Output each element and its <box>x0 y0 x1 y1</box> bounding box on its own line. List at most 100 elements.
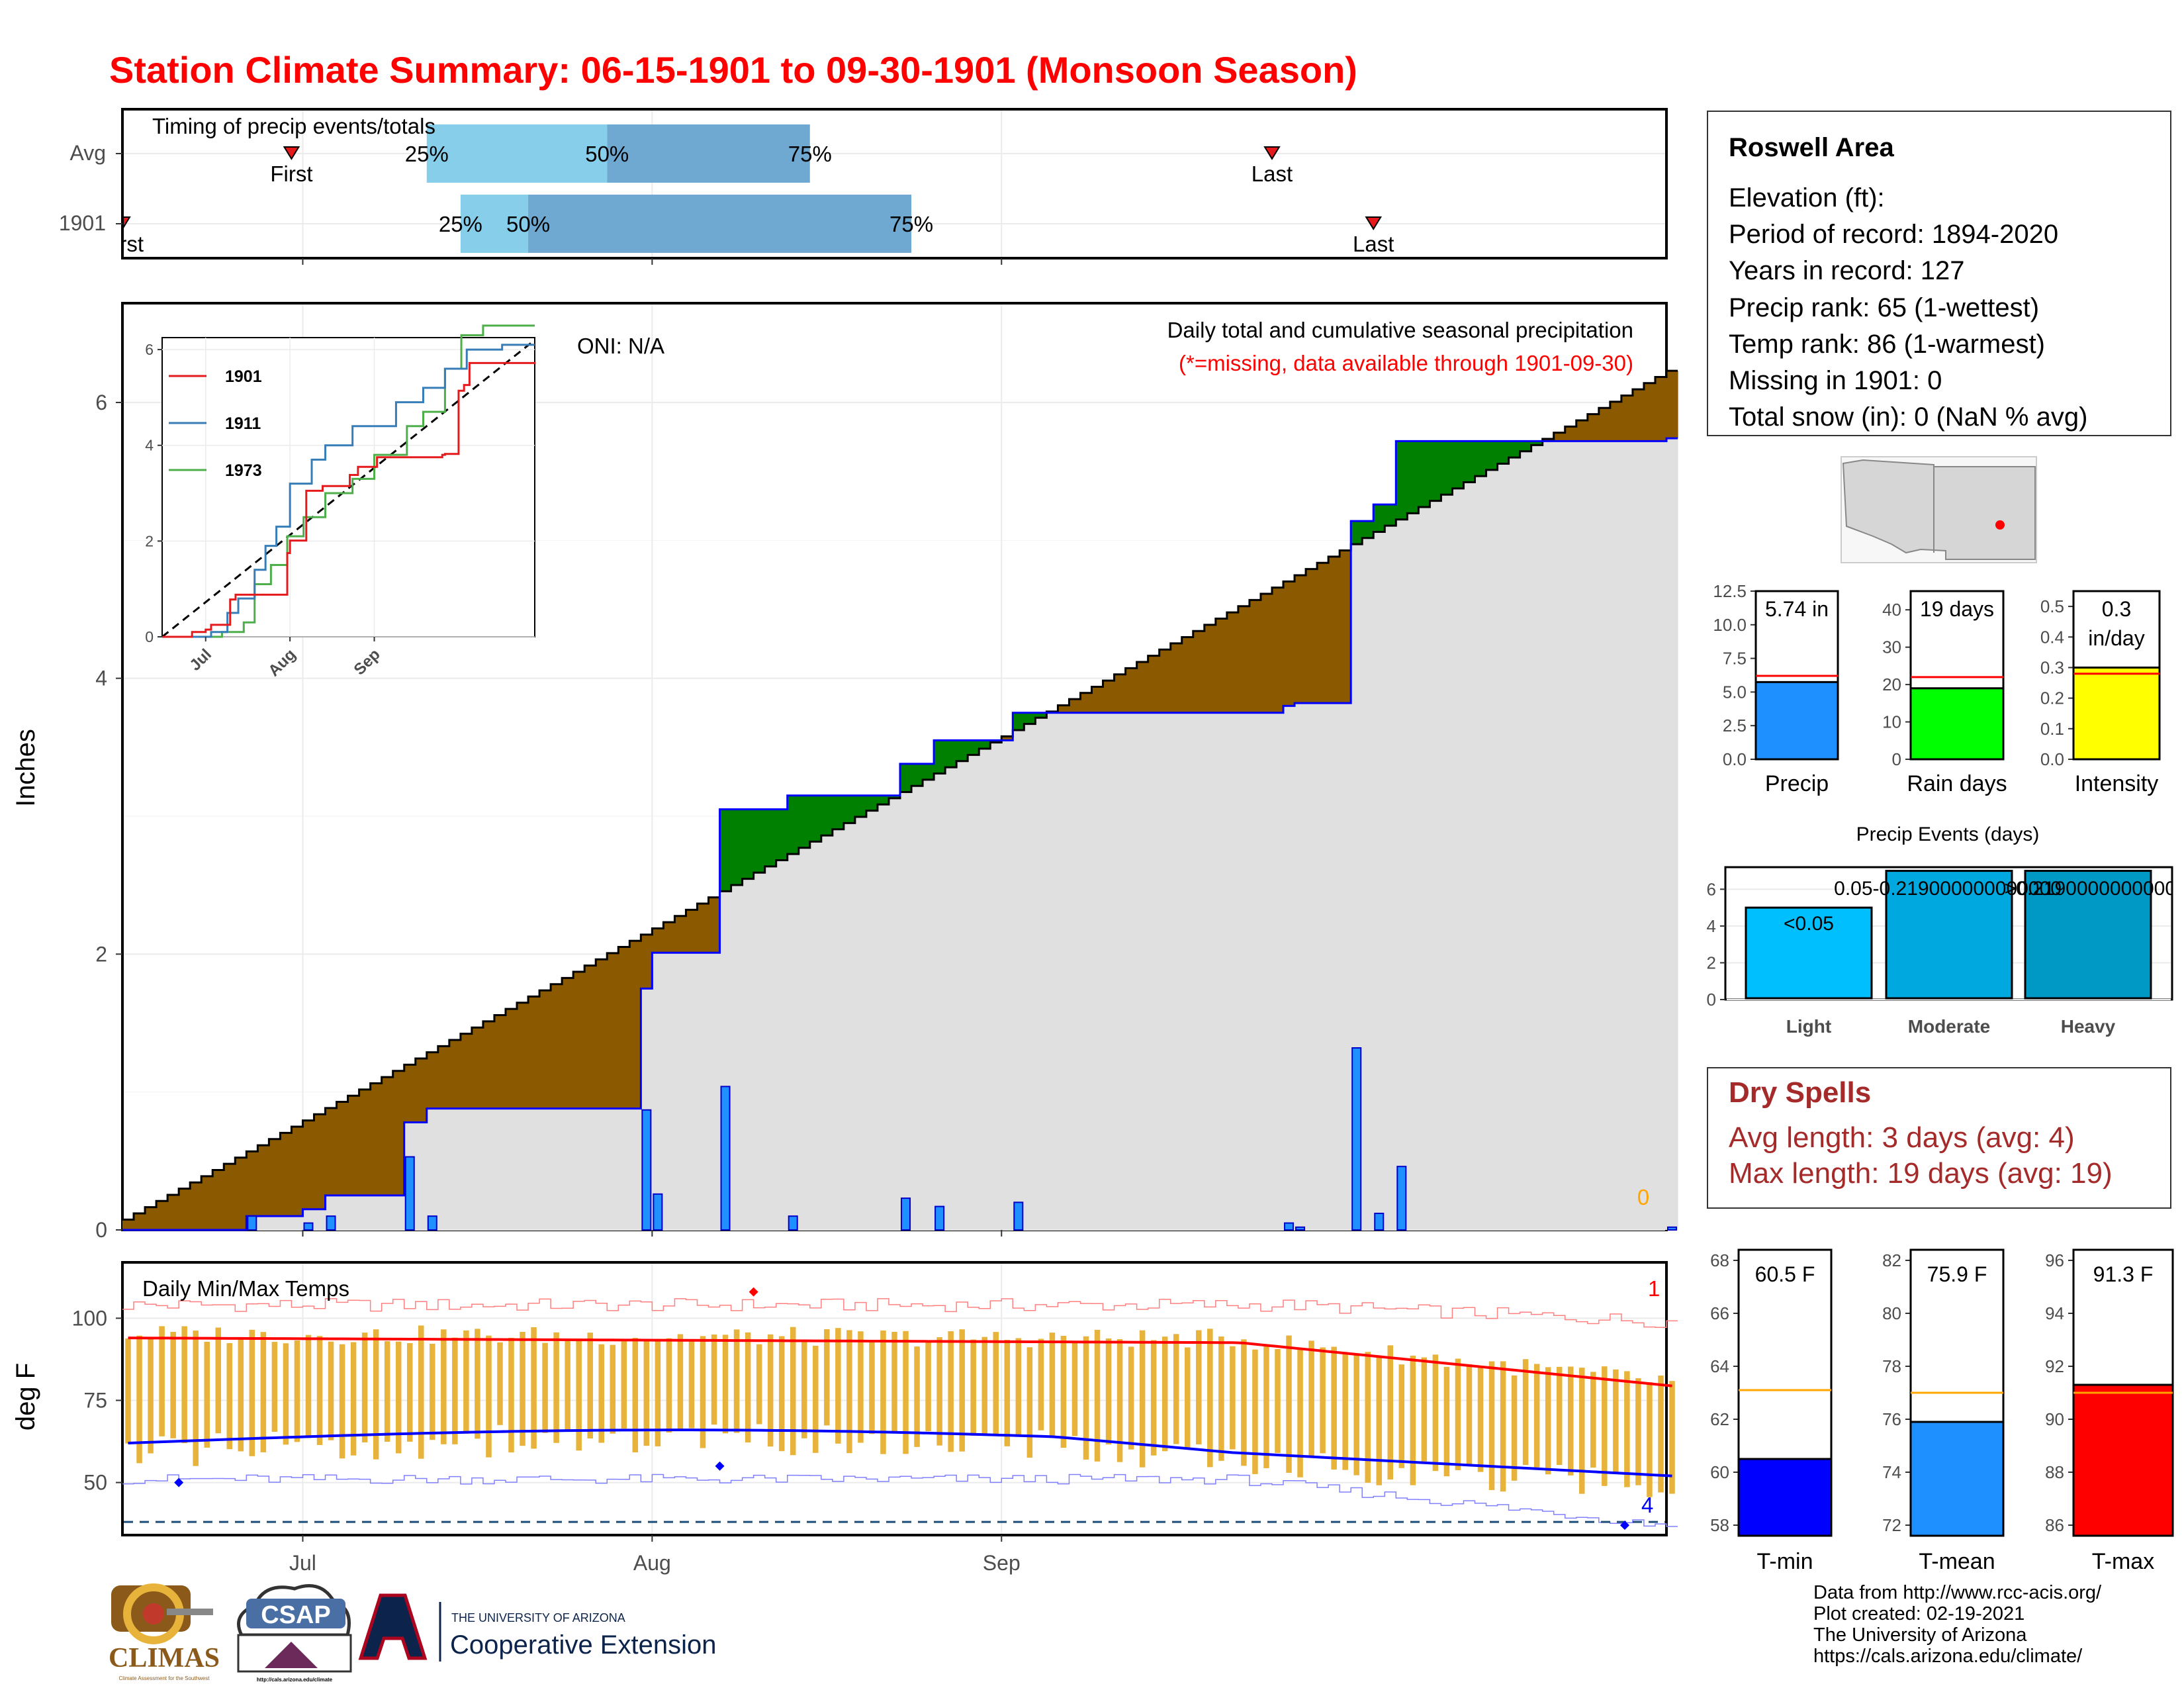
below-average-fill <box>1181 637 1194 713</box>
precip-ylabel: Inches <box>11 729 40 807</box>
cumulative-base-fill <box>708 953 721 1230</box>
below-average-fill <box>1553 432 1566 442</box>
temp-ytick-label: 75 <box>83 1388 107 1412</box>
above-average-fill <box>888 795 901 798</box>
cumulative-base-fill <box>990 742 1002 1230</box>
daily-temp-range-bar <box>1207 1329 1213 1468</box>
daily-temp-range-bar <box>316 1336 323 1445</box>
daily-temp-range-bar <box>1049 1333 1056 1438</box>
inset-legend: 1901 1911 1973 <box>169 367 262 480</box>
record-marker <box>749 1287 758 1297</box>
cumulative-base-fill <box>415 1122 428 1230</box>
inset-legend-label: 1911 <box>225 414 261 433</box>
below-average-fill <box>573 971 585 1109</box>
cumulative-base-fill <box>923 779 934 1230</box>
below-average-fill <box>618 947 630 1109</box>
cumulative-base-fill <box>269 1216 281 1230</box>
daily-precip-bar <box>1396 1166 1407 1231</box>
summary-bar-value: 19 days <box>1920 597 1994 621</box>
below-average-fill <box>1621 395 1633 442</box>
above-average-fill <box>911 763 923 786</box>
cumulative-base-fill <box>866 810 878 1230</box>
above-average-fill <box>968 740 979 755</box>
daily-temp-range-bar <box>1252 1349 1258 1474</box>
temp-summary-ytick-label: 96 <box>2045 1250 2064 1270</box>
events-bar-label: Light <box>1786 1016 1831 1037</box>
daily-temp-range-bar <box>294 1340 300 1442</box>
cumulative-base-fill <box>1001 740 1013 1230</box>
below-average-fill <box>1215 618 1228 713</box>
ua-extension-text: Cooperative Extension <box>450 1630 716 1660</box>
daily-temp-range-bar <box>711 1334 717 1425</box>
daily-temp-range-bar <box>1410 1355 1416 1485</box>
daily-temp-range-bar <box>1094 1329 1101 1462</box>
record-low-line <box>122 1474 1678 1527</box>
summary-ytick-label: 0.1 <box>2040 719 2064 739</box>
daily-precip-bar <box>720 1086 731 1231</box>
events-ytick-label: 6 <box>1707 879 1716 899</box>
daily-temp-range-bar <box>1116 1338 1123 1462</box>
daily-temp-range-bar <box>925 1340 931 1432</box>
below-average-fill <box>1136 661 1149 713</box>
cumulative-base-fill <box>471 1108 484 1230</box>
temp-panel: 50 75 100 Jul Aug Sep Daily Min/Max Temps deg… <box>11 1261 1678 1575</box>
inset-ytick-label: 0 <box>145 628 154 645</box>
daily-temp-range-bar <box>283 1343 289 1445</box>
above-average-fill <box>1407 441 1419 514</box>
above-average-fill <box>821 795 833 836</box>
events-ytick-label: 2 <box>1707 953 1716 972</box>
below-average-fill <box>257 1145 269 1217</box>
cumulative-base-fill <box>843 823 856 1230</box>
cumulative-base-fill <box>1080 712 1093 1230</box>
precip-subtitle: Daily total and cumulative seasonal prec… <box>1167 318 1633 342</box>
temp-summary-ytick-label: 82 <box>1882 1250 1901 1270</box>
cumulative-base-fill <box>1024 724 1036 1230</box>
below-average-fill <box>1295 575 1306 704</box>
cumulative-base-fill <box>1508 457 1521 1230</box>
daily-temp-range-bar <box>610 1344 616 1434</box>
temp-summary-ytick-label: 66 <box>1710 1303 1729 1323</box>
temp-summary-ytick-label: 68 <box>1710 1250 1729 1270</box>
cumulative-base-fill <box>1542 441 1555 1231</box>
cumulative-base-fill <box>753 872 766 1230</box>
daily-precip-bar <box>934 1205 945 1231</box>
daily-temp-range-bar <box>1511 1375 1518 1481</box>
timing-marker <box>124 216 131 228</box>
daily-temp-range-bar <box>1150 1340 1157 1456</box>
daily-temp-range-bar <box>305 1335 312 1438</box>
cumulative-base-fill <box>956 761 968 1230</box>
events-value-label: >0.219000000000000 <box>2005 878 2184 900</box>
daily-precip-bar <box>326 1215 336 1231</box>
timing-pct-label: 50% <box>585 142 629 166</box>
below-average-fill <box>1565 426 1577 442</box>
above-average-fill <box>1452 441 1465 489</box>
timing-marker-label: Last <box>1251 162 1293 186</box>
summary-ytick-label: 0.5 <box>2040 596 2064 616</box>
observed-cumulative-line <box>122 437 1678 1231</box>
summary-bar-value: 5.74 in <box>1765 597 1829 621</box>
daily-temp-range-bar <box>1488 1361 1495 1490</box>
below-average-fill <box>1103 680 1115 713</box>
daily-temp-range-bar <box>1275 1348 1281 1453</box>
timing-marker <box>1263 146 1281 160</box>
daily-temp-range-bar <box>497 1342 503 1425</box>
temp-summary-ytick-label: 76 <box>1882 1409 1901 1429</box>
cumulative-base-fill <box>1441 494 1453 1230</box>
below-average-fill <box>1058 705 1070 713</box>
above-average-fill <box>1024 712 1036 724</box>
events-bar-label: Moderate <box>1908 1016 1990 1037</box>
precip-ytick-label: 2 <box>95 942 107 966</box>
timing-bar-q50-q75 <box>528 195 912 253</box>
daily-temp-range-bar <box>1060 1336 1067 1448</box>
below-average-fill <box>1340 550 1351 704</box>
cumulative-base-fill <box>314 1209 326 1230</box>
daily-temp-range-bar <box>858 1331 864 1443</box>
temp-summary-panel: 72 74 76 78 80 82 75.9 F T-mean <box>1882 1248 2005 1574</box>
daily-temp-range-bar <box>1105 1338 1112 1445</box>
daily-precip-bar <box>901 1197 911 1231</box>
events-ytick-label: 4 <box>1707 916 1716 936</box>
daily-temp-range-bar <box>756 1344 762 1425</box>
daily-temp-range-bar <box>1613 1369 1619 1474</box>
below-average-fill <box>584 965 596 1109</box>
cumulative-base-fill <box>821 835 833 1230</box>
